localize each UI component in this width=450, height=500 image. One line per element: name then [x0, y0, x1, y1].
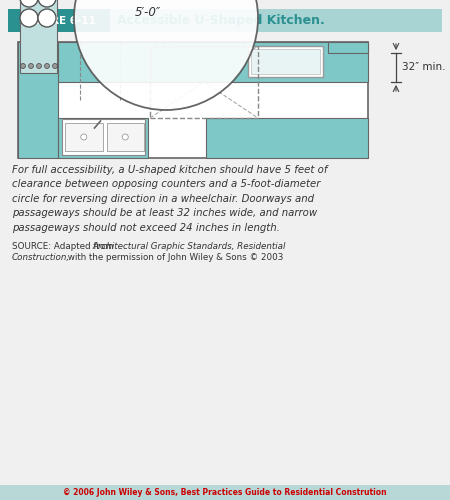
Text: For full accessibility, a U-shaped kitchen should have 5 feet of
clearance betwe: For full accessibility, a U-shaped kitch…: [12, 165, 328, 232]
Bar: [206, 118, 368, 158]
Bar: [58, 118, 148, 158]
Text: Accessible U-Shaped Kitchen.: Accessible U-Shaped Kitchen.: [117, 14, 325, 27]
Circle shape: [20, 9, 38, 27]
Bar: [328, 42, 368, 53]
Bar: [62, 119, 145, 155]
Bar: [20, 0, 57, 73]
Bar: [18, 42, 368, 82]
Bar: [248, 46, 323, 77]
Circle shape: [20, 0, 38, 7]
Text: SOURCE: Adapted from: SOURCE: Adapted from: [12, 242, 117, 251]
Bar: [251, 49, 320, 74]
Circle shape: [38, 9, 56, 27]
Bar: [150, 46, 258, 118]
Circle shape: [38, 0, 56, 7]
Text: 5′-0″: 5′-0″: [135, 6, 161, 20]
Text: FIGURE 6-11: FIGURE 6-11: [22, 16, 95, 26]
Text: 32″ min.: 32″ min.: [402, 62, 446, 72]
Circle shape: [122, 134, 128, 140]
Text: with the permission of John Wiley & Sons © 2003: with the permission of John Wiley & Sons…: [65, 253, 284, 262]
Circle shape: [81, 134, 87, 140]
Circle shape: [36, 64, 41, 68]
Circle shape: [45, 64, 50, 68]
Text: © 2006 John Wiley & Sons, Best Practices Guide to Residential Constrution: © 2006 John Wiley & Sons, Best Practices…: [63, 488, 387, 497]
Circle shape: [53, 64, 58, 68]
Bar: [18, 42, 368, 158]
Bar: [107, 123, 144, 151]
Bar: [0, 485, 450, 500]
Bar: [8, 9, 110, 32]
Bar: [65, 123, 103, 151]
Bar: [18, 42, 58, 158]
Text: Construction,: Construction,: [12, 253, 70, 262]
Text: Architectural Graphic Standards, Residential: Architectural Graphic Standards, Residen…: [92, 242, 285, 251]
Bar: [110, 9, 442, 32]
Circle shape: [21, 64, 26, 68]
Circle shape: [28, 64, 33, 68]
Circle shape: [74, 0, 258, 110]
